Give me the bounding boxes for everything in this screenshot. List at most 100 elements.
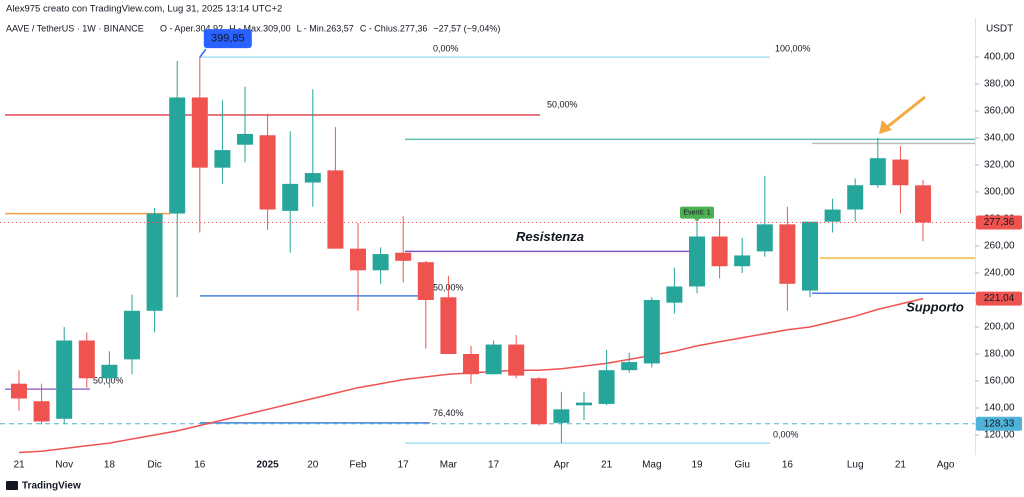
level-label: 76,40% (433, 408, 464, 418)
ohlc-value: 263,57 (326, 23, 354, 33)
y-tick-label: 140,00 (984, 403, 1015, 414)
x-tick-label: 19 (691, 460, 703, 471)
x-tick-label: 21 (895, 460, 907, 471)
x-tick-label: 2025 (256, 460, 279, 471)
ohlc-prefix: H - Max. (229, 23, 263, 33)
candle-body (124, 310, 140, 360)
candle-body (734, 255, 751, 267)
level-label: Resistenza (516, 229, 584, 244)
candle-body (417, 262, 434, 300)
level-label: Supporto (906, 300, 964, 315)
price-label-box (976, 291, 1022, 306)
y-tick-label: 320,00 (984, 160, 1015, 171)
candle-body (372, 254, 389, 271)
x-tick-label: 16 (194, 460, 206, 471)
level-label: 50,00% (93, 375, 124, 385)
candle-body (282, 183, 299, 211)
candle-body (485, 344, 502, 375)
symbol: AAVE / TetherUS · 1W · BINANCE (6, 23, 144, 33)
y-tick-label: 260,00 (984, 241, 1015, 252)
candle-body (508, 344, 525, 376)
level-label: 50,00% (547, 99, 578, 109)
level-label: 100,00% (775, 44, 811, 54)
candle-body (711, 236, 728, 267)
x-tick-label: 18 (104, 460, 116, 471)
candle-body (892, 159, 909, 186)
currency: USDT (986, 24, 1013, 35)
candle-body (824, 209, 841, 222)
callout-box (203, 29, 252, 49)
x-tick-label: Mag (642, 460, 661, 471)
candle-body (56, 340, 73, 419)
candle-body (101, 364, 118, 379)
logo-icon (6, 481, 18, 490)
callout-label: 399,85 (211, 33, 245, 45)
author-line: Alex975 creato con TradingView.com, Lug … (6, 4, 282, 15)
candle-body (576, 402, 592, 406)
x-tick-label: 21 (13, 460, 25, 471)
callout-stem (199, 48, 207, 58)
candle-body (304, 173, 321, 183)
ohlc-prefix: L - Min. (297, 23, 327, 33)
y-tick-label: 160,00 (984, 376, 1015, 387)
price-label: 128,33 (984, 418, 1015, 429)
y-tick-label: 380,00 (984, 79, 1015, 90)
candle-body (259, 135, 276, 210)
x-tick-label: Feb (349, 460, 367, 471)
candle-body (78, 340, 95, 379)
x-tick-label: Giu (734, 460, 750, 471)
arrow-head (879, 120, 892, 134)
candle-body (11, 383, 27, 399)
y-tick-label: 240,00 (984, 268, 1015, 279)
logo: TradingView (6, 481, 81, 492)
ohlc-prefix: O - Aper. (160, 23, 196, 33)
x-tick-label: Lug (847, 460, 864, 471)
ohlc-value: 304,92 (196, 23, 224, 33)
candle-body (553, 409, 570, 423)
candle-body (146, 213, 163, 311)
candle-body (779, 224, 796, 284)
candle-body (237, 133, 253, 145)
y-tick-label: 300,00 (984, 187, 1015, 198)
x-tick-label: Dic (147, 460, 161, 471)
candle-body (666, 286, 683, 303)
event-pointer (694, 218, 700, 222)
y-tick-label: 360,00 (984, 106, 1015, 117)
level-label: 0,00% (773, 429, 799, 439)
y-tick-label: 340,00 (984, 133, 1015, 144)
x-tick-label: Ago (937, 460, 955, 471)
x-tick-label: 16 (782, 460, 794, 471)
y-tick-label: 180,00 (984, 349, 1015, 360)
candle-body (169, 97, 186, 214)
candle-body (463, 353, 479, 375)
price-label: 221,04 (984, 293, 1015, 304)
candle-body (395, 252, 412, 261)
arrow (885, 95, 926, 130)
candle-body (350, 248, 366, 271)
change: −27,57 (−9,04%) (433, 23, 500, 33)
level-label: 0,00% (433, 44, 459, 54)
event-badge (680, 206, 714, 219)
y-tick-label: 400,00 (984, 52, 1015, 63)
plot-area: 0,00% 100,00% 50,00% Resistenza 50,00% Suppor… (0, 44, 975, 454)
candle-body (191, 97, 208, 168)
x-tick-label: Nov (55, 460, 73, 471)
candle-body (915, 185, 931, 223)
x-tick-label: 17 (488, 460, 500, 471)
x-tick-label: 20 (307, 460, 319, 471)
candle-body (869, 158, 886, 186)
candle-body (598, 370, 615, 404)
event-label: Eventi: 1 (683, 210, 710, 217)
candle-body (847, 185, 864, 210)
candle-body (621, 362, 638, 371)
candle-body (802, 221, 818, 291)
price-label: 277,36 (984, 217, 1015, 228)
candle-body (756, 224, 773, 252)
candle-body (214, 150, 231, 168)
candle-body (440, 297, 457, 354)
x-tick-label: 21 (601, 460, 613, 471)
candle-body (643, 299, 660, 364)
ohlc-value: 309,00 (263, 23, 291, 33)
